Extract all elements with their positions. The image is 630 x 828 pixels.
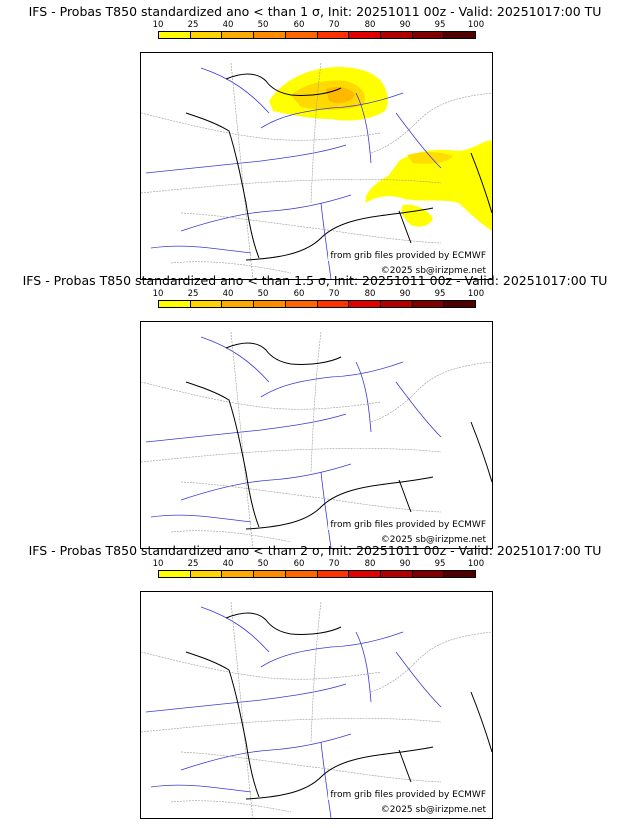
colorbar-tick: 50 [257, 559, 269, 569]
colorbar-swatch [222, 32, 255, 38]
borders [141, 601, 492, 818]
map-svg [141, 601, 492, 818]
colorbar-tick: 80 [364, 20, 376, 30]
colorbar-swatch [412, 301, 445, 307]
map-france: from grib files provided by ECMWF ©2025 … [140, 52, 493, 280]
panel-title: IFS - Probas T850 standardized ano < tha… [28, 543, 602, 558]
colorbar-tick: 70 [328, 289, 340, 299]
colorbar-tick: 100 [467, 20, 485, 30]
coastline [185, 73, 492, 261]
colorbar-tick: 70 [328, 559, 340, 569]
colorbar-swatch [380, 301, 413, 307]
colorbar-ticks: 10 25 40 50 60 70 80 90 95 100 [153, 20, 490, 30]
data-source-credit: from grib files provided by ECMWF [328, 251, 488, 261]
colorbar-tick: 10 [152, 289, 164, 299]
colorbar-tick: 40 [222, 20, 234, 30]
colorbar-swatch [349, 32, 381, 38]
colorbar-swatch [444, 301, 476, 307]
colorbar-swatch [380, 571, 413, 577]
colorbar-tick: 90 [399, 289, 411, 299]
coastline [185, 612, 492, 800]
colorbar-tick: 95 [434, 559, 446, 569]
colorbar-swatch [254, 32, 286, 38]
colorbar-tick: 100 [467, 289, 485, 299]
colorbar-swatch [190, 571, 223, 577]
colorbar-tick: 25 [187, 289, 199, 299]
colorbar-swatch [317, 571, 350, 577]
map-svg [141, 62, 492, 279]
colorbar-tick: 40 [222, 289, 234, 299]
colorbar-tick: 50 [257, 20, 269, 30]
colorbar-swatch [254, 571, 286, 577]
probability-area-alps [365, 140, 492, 231]
colorbar-tick: 25 [187, 20, 199, 30]
colorbar-swatch [380, 32, 413, 38]
colorbar-swatch [349, 301, 381, 307]
colorbar [158, 31, 476, 39]
colorbar-tick: 25 [187, 559, 199, 569]
colorbar-tick: 10 [152, 20, 164, 30]
colorbar-swatch [444, 32, 476, 38]
map-france: from grib files provided by ECMWF ©2025 … [140, 321, 493, 549]
data-source-credit: from grib files provided by ECMWF [328, 790, 488, 800]
colorbar-swatch [159, 301, 191, 307]
colorbar [158, 300, 476, 308]
colorbar-tick: 95 [434, 20, 446, 30]
rivers [145, 606, 442, 818]
colorbar-ticks: 10 25 40 50 60 70 80 90 95 100 [153, 289, 490, 299]
colorbar-tick: 90 [399, 20, 411, 30]
map-svg [141, 331, 492, 548]
copyright-credit: ©2025 sb@irizpme.net [378, 535, 488, 545]
panel-title: IFS - Probas T850 standardized ano < tha… [22, 273, 608, 288]
forecast-panel-1: IFS - Probas T850 standardized ano < tha… [0, 4, 630, 280]
colorbar-tick: 40 [222, 559, 234, 569]
rivers [145, 67, 442, 279]
colorbar [158, 570, 476, 578]
panel-title: IFS - Probas T850 standardized ano < tha… [28, 4, 602, 19]
copyright-credit: ©2025 sb@irizpme.net [378, 805, 488, 815]
copyright-credit: ©2025 sb@irizpme.net [378, 266, 488, 276]
colorbar-swatch [317, 32, 350, 38]
colorbar-tick: 10 [152, 559, 164, 569]
colorbar-ticks: 10 25 40 50 60 70 80 90 95 100 [153, 559, 490, 569]
colorbar-swatch [159, 571, 191, 577]
colorbar-swatch [349, 571, 381, 577]
colorbar-swatch [159, 32, 191, 38]
data-source-credit: from grib files provided by ECMWF [328, 520, 488, 530]
colorbar-tick: 95 [434, 289, 446, 299]
colorbar-swatch [412, 571, 445, 577]
colorbar-tick: 100 [467, 559, 485, 569]
colorbar-swatch [412, 32, 445, 38]
map-france: from grib files provided by ECMWF ©2025 … [140, 591, 493, 819]
colorbar-swatch [285, 301, 318, 307]
colorbar-tick: 80 [364, 289, 376, 299]
colorbar-swatch [222, 571, 255, 577]
colorbar-swatch [444, 571, 476, 577]
colorbar-tick: 70 [328, 20, 340, 30]
forecast-panel-3: IFS - Probas T850 standardized ano < tha… [0, 543, 630, 819]
colorbar-swatch [285, 571, 318, 577]
probability-area-northeast [269, 67, 388, 121]
colorbar-swatch [254, 301, 286, 307]
coastline [185, 342, 492, 530]
colorbar-tick: 80 [364, 559, 376, 569]
rivers [145, 336, 442, 548]
forecast-panel-2: IFS - Probas T850 standardized ano < tha… [0, 273, 630, 549]
colorbar-tick: 90 [399, 559, 411, 569]
colorbar-swatch [285, 32, 318, 38]
colorbar-tick: 50 [257, 289, 269, 299]
colorbar-tick: 60 [293, 20, 305, 30]
colorbar-swatch [190, 301, 223, 307]
colorbar-swatch [222, 301, 255, 307]
colorbar-tick: 60 [293, 559, 305, 569]
colorbar-swatch [190, 32, 223, 38]
colorbar-tick: 60 [293, 289, 305, 299]
colorbar-swatch [317, 301, 350, 307]
